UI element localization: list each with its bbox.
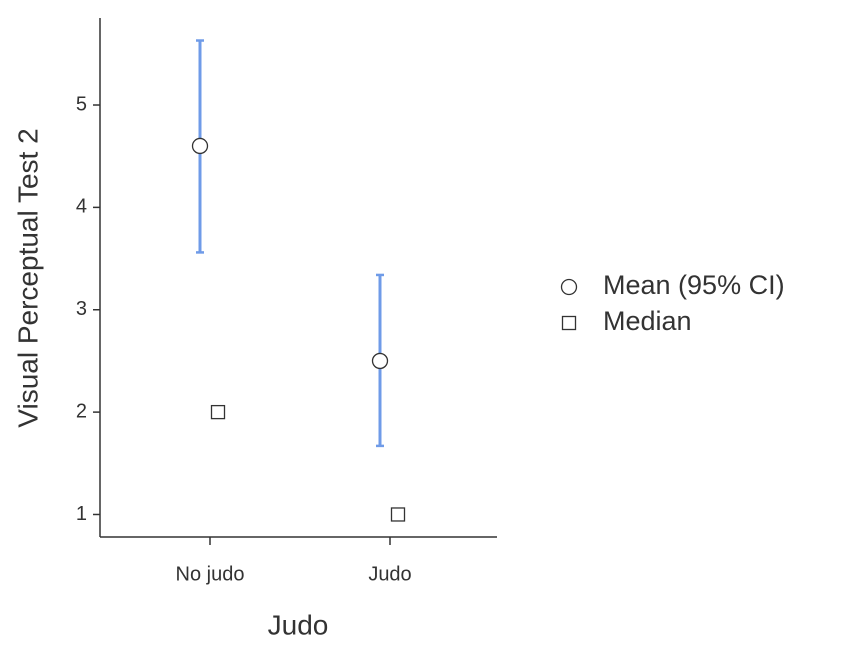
- y-tick-label: 2: [76, 400, 87, 422]
- median-marker: [210, 404, 226, 420]
- y-tick-label: 4: [76, 196, 87, 218]
- mean-marker: [371, 352, 389, 370]
- legend-marker: [560, 278, 578, 296]
- legend-label: Mean (95% CI): [603, 270, 785, 300]
- median-marker: [390, 507, 406, 522]
- mean-marker: [191, 137, 209, 155]
- legend-label: Median: [603, 306, 692, 336]
- x-axis-title: Judo: [268, 609, 329, 640]
- y-tick-label: 3: [76, 298, 87, 320]
- x-tick-label: No judo: [176, 563, 245, 585]
- y-tick-label: 5: [76, 93, 87, 115]
- legend-marker: [561, 315, 577, 331]
- x-tick-label: Judo: [368, 563, 411, 585]
- y-axis-title: Visual Perceptual Test 2: [12, 128, 43, 427]
- y-tick-label: 1: [76, 503, 87, 525]
